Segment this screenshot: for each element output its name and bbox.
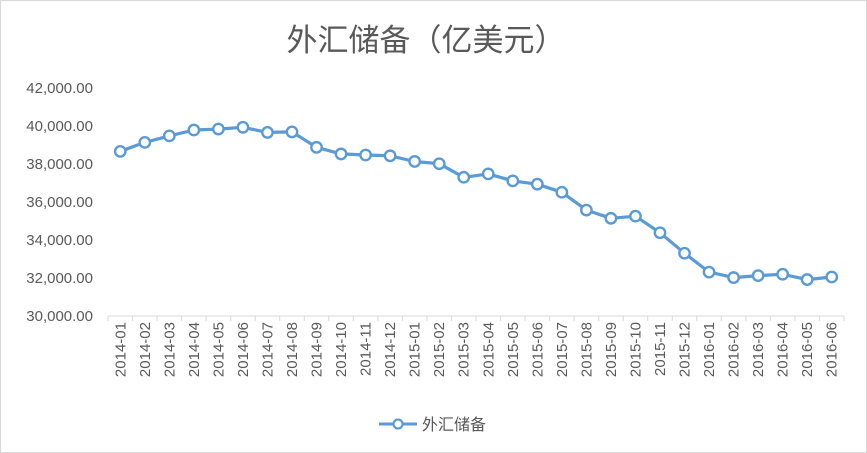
chart-title: 外汇储备（亿美元） bbox=[287, 23, 566, 59]
x-tick-label: 2014-01 bbox=[112, 322, 129, 377]
x-tick-label: 2015-02 bbox=[431, 322, 448, 377]
x-tick-label: 2015-10 bbox=[627, 322, 644, 377]
x-axis-labels: 2014-01 2014-02 2014-03 2014-04 2014-05 2014-… bbox=[112, 322, 840, 377]
x-tick-label: 2015-03 bbox=[456, 322, 473, 377]
x-tick-label: 2014-03 bbox=[161, 322, 178, 377]
x-tick-label: 2014-10 bbox=[333, 322, 350, 377]
x-tick-label: 2014-04 bbox=[186, 322, 203, 377]
data-point bbox=[629, 209, 642, 223]
x-tick-label: 2015-12 bbox=[677, 322, 694, 377]
x-tick-label: 2015-09 bbox=[603, 322, 620, 377]
data-point bbox=[138, 135, 152, 149]
data-point bbox=[800, 273, 814, 286]
data-point bbox=[678, 246, 691, 260]
x-tick-label: 2015-01 bbox=[407, 322, 424, 377]
x-tick-label: 2016-06 bbox=[824, 322, 841, 377]
data-point bbox=[187, 123, 201, 137]
x-tick-label: 2014-05 bbox=[210, 322, 227, 377]
data-point bbox=[113, 144, 127, 158]
data-point bbox=[457, 170, 471, 184]
legend-label: 外汇储备 bbox=[422, 415, 486, 434]
data-point bbox=[285, 125, 299, 139]
x-axis-ticks bbox=[107, 316, 845, 321]
data-point bbox=[727, 271, 740, 284]
x-tick-label: 2015-07 bbox=[554, 322, 571, 377]
x-tick-label: 2014-08 bbox=[284, 322, 301, 377]
x-tick-label: 2016-03 bbox=[750, 322, 767, 377]
data-point bbox=[408, 155, 422, 168]
data-point bbox=[359, 148, 372, 162]
data-point bbox=[776, 267, 790, 281]
y-tick-label: 42,000.00 bbox=[26, 80, 93, 97]
data-point bbox=[580, 203, 593, 217]
x-tick-label: 2015-05 bbox=[505, 322, 522, 377]
x-tick-label: 2015-11 bbox=[652, 322, 669, 376]
x-tick-label: 2016-02 bbox=[726, 322, 743, 377]
data-point bbox=[211, 122, 225, 136]
data-point bbox=[310, 140, 323, 154]
x-tick-label: 2014-12 bbox=[382, 322, 399, 377]
x-tick-label: 2014-02 bbox=[137, 322, 154, 377]
data-point bbox=[653, 226, 667, 240]
x-tick-label: 2016-04 bbox=[775, 322, 792, 377]
y-tick-label: 30,000.00 bbox=[26, 308, 93, 325]
x-tick-label: 2015-08 bbox=[578, 322, 595, 377]
data-point bbox=[162, 129, 176, 143]
x-tick-label: 2015-04 bbox=[480, 322, 497, 377]
x-tick-label: 2014-11 bbox=[358, 322, 375, 376]
y-tick-label: 32,000.00 bbox=[26, 270, 93, 287]
legend-marker bbox=[392, 418, 404, 430]
series-line bbox=[118, 125, 834, 282]
data-point bbox=[555, 185, 569, 199]
series-group bbox=[113, 120, 839, 286]
x-tick-label: 2016-05 bbox=[799, 322, 816, 377]
data-point bbox=[383, 149, 397, 163]
data-point bbox=[432, 157, 446, 171]
data-point bbox=[604, 211, 618, 225]
x-tick-label: 2014-07 bbox=[259, 322, 276, 377]
data-point bbox=[506, 174, 520, 188]
x-tick-label: 2015-06 bbox=[529, 322, 546, 377]
data-point bbox=[530, 177, 544, 191]
x-tick-label: 2016-01 bbox=[701, 322, 718, 377]
y-tick-label: 38,000.00 bbox=[26, 156, 93, 173]
legend: 外汇储备 bbox=[379, 415, 486, 434]
data-point bbox=[261, 126, 274, 139]
y-tick-label: 36,000.00 bbox=[26, 194, 93, 211]
data-point bbox=[825, 270, 839, 284]
data-point bbox=[751, 269, 765, 283]
data-point bbox=[236, 120, 250, 134]
data-point bbox=[702, 265, 716, 279]
y-axis-labels: 30,000.00 32,000.00 34,000.00 36,000.00 38,0… bbox=[26, 80, 93, 325]
x-tick-label: 2014-09 bbox=[309, 322, 326, 377]
data-point bbox=[481, 167, 495, 181]
data-point bbox=[334, 147, 348, 161]
x-tick-label: 2014-06 bbox=[235, 322, 252, 377]
y-tick-label: 40,000.00 bbox=[26, 118, 93, 135]
y-tick-label: 34,000.00 bbox=[26, 232, 93, 249]
